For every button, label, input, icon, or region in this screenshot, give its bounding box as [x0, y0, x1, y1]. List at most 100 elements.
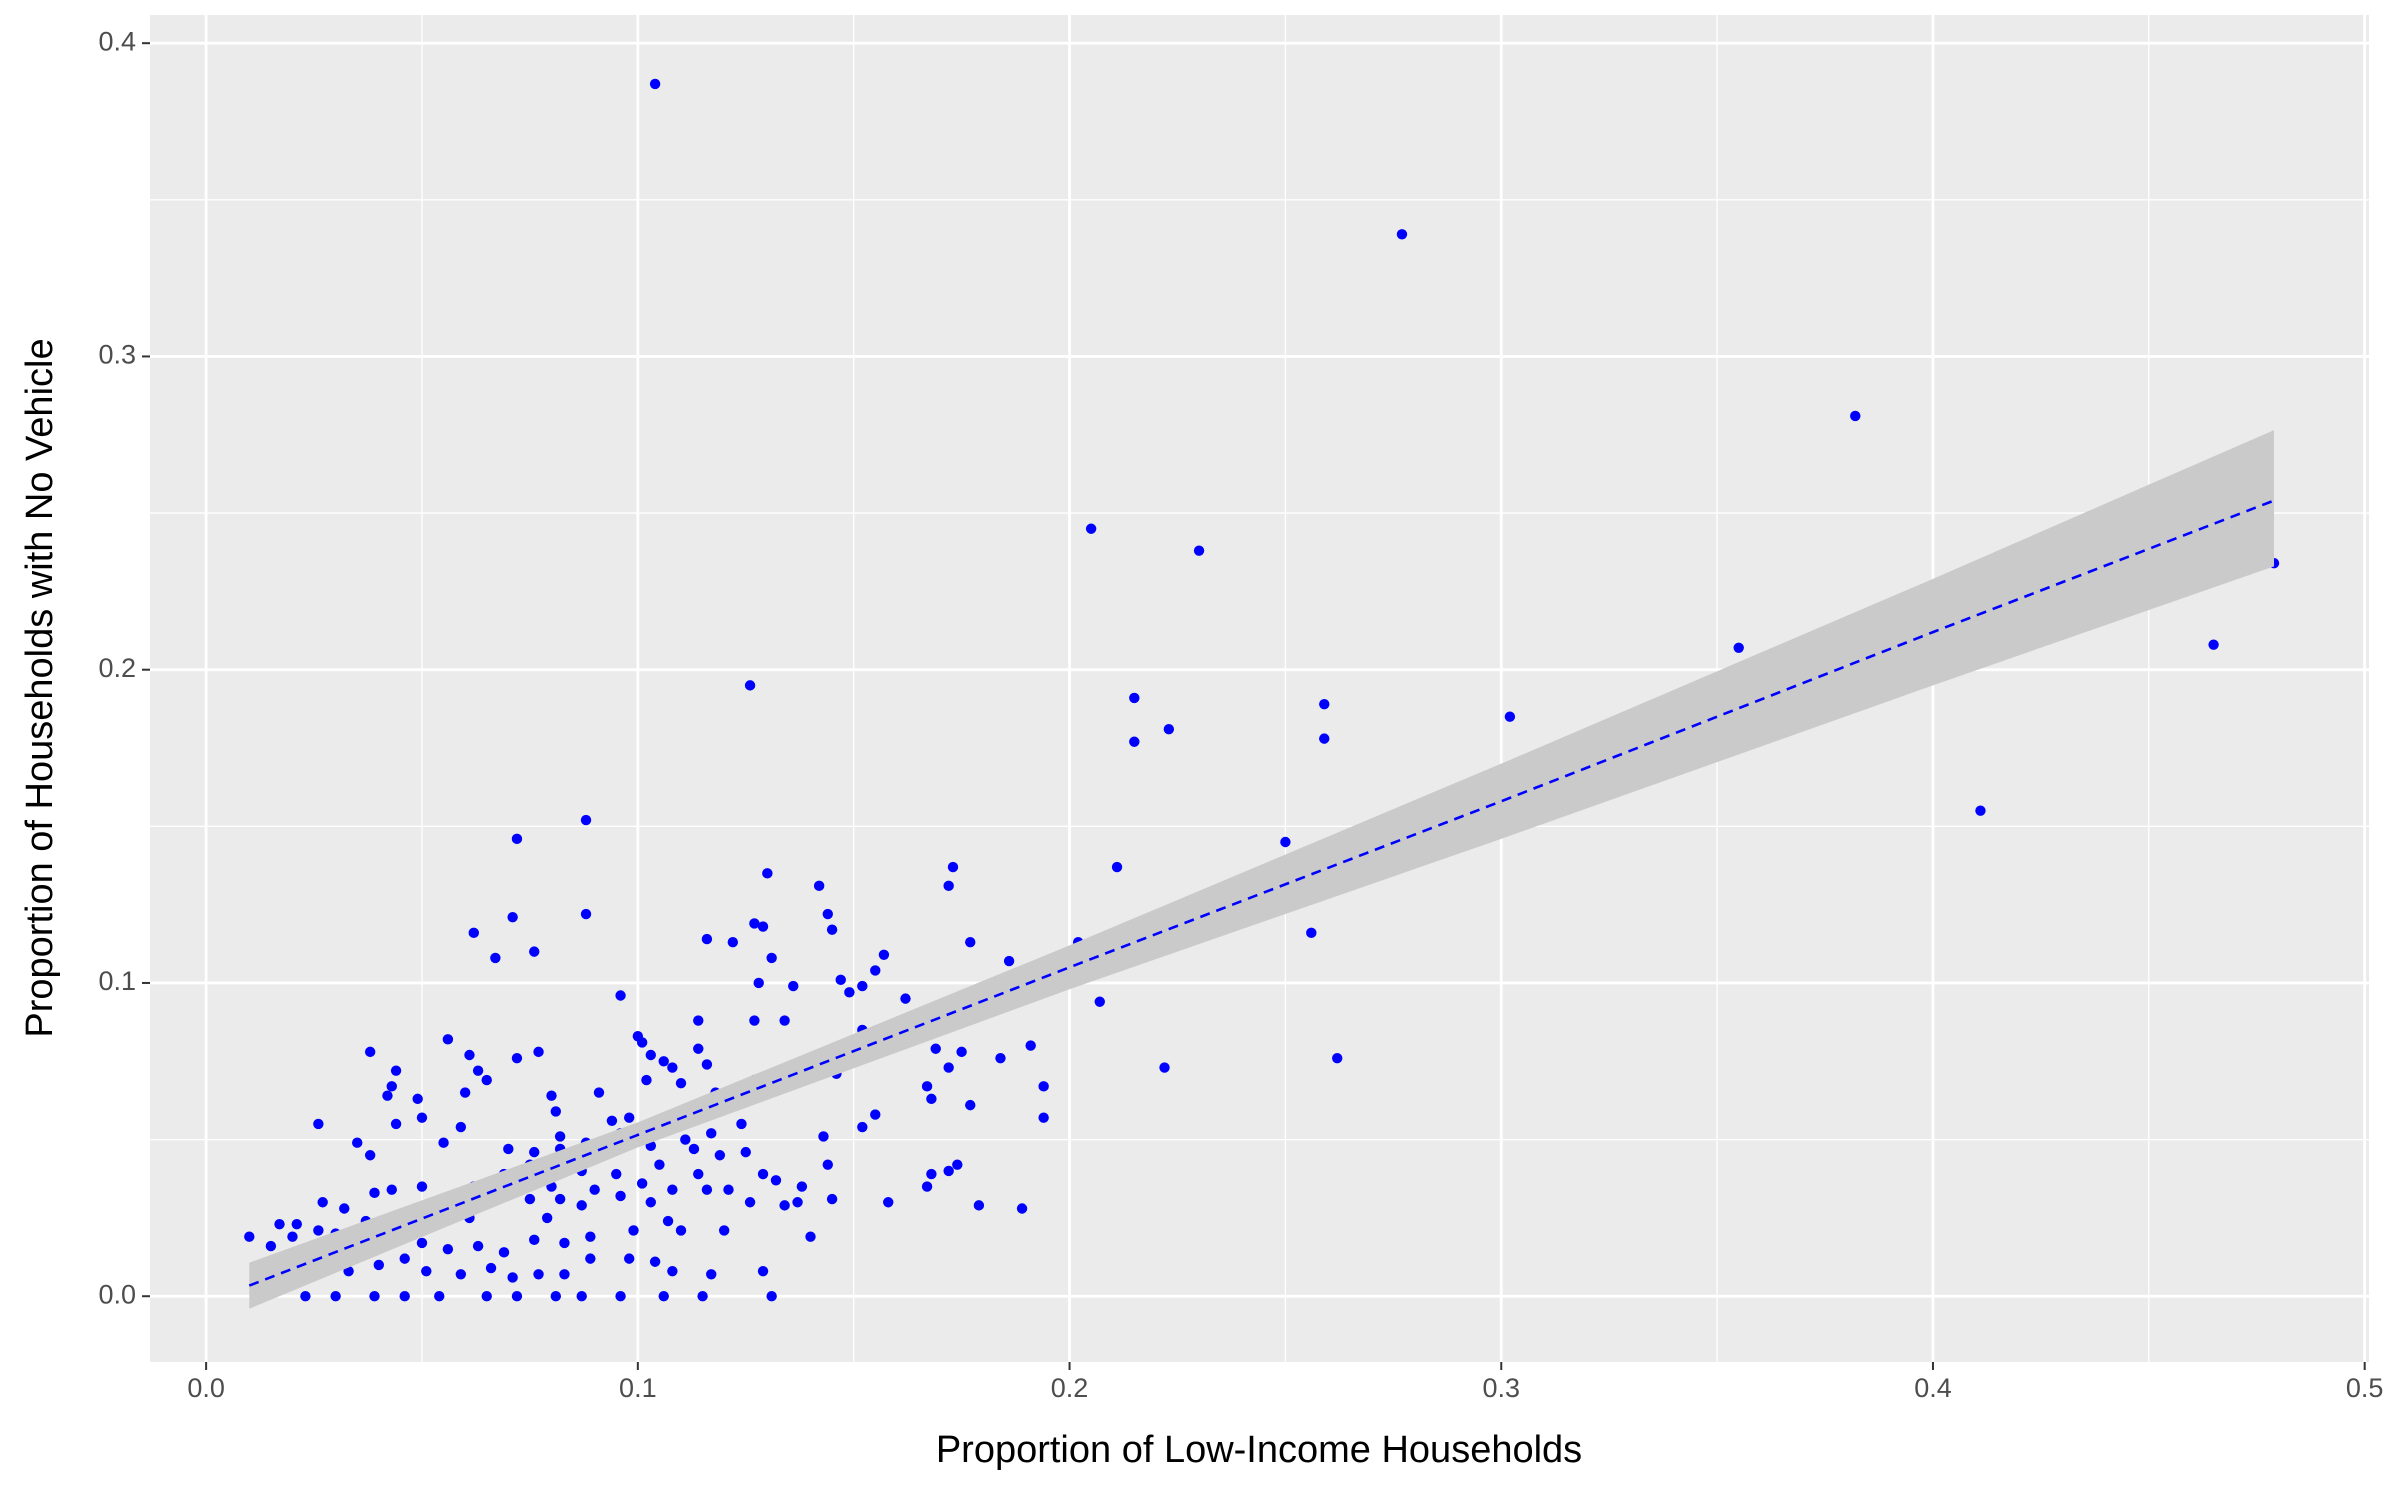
- panel: [150, 15, 2369, 1362]
- scatter-point: [533, 1269, 544, 1280]
- x-tick-label: 0.4: [1914, 1373, 1952, 1403]
- scatter-point: [727, 937, 739, 948]
- x-tick-label: 0.3: [1482, 1373, 1520, 1403]
- scatter-point: [490, 952, 501, 964]
- scatter-point: [412, 1093, 423, 1105]
- scatter-point: [524, 1193, 536, 1205]
- scatter-point: [926, 1168, 937, 1180]
- scatter-point: [947, 861, 959, 873]
- scatter-point: [636, 1178, 648, 1189]
- scatter-point: [649, 78, 661, 90]
- scatter-point: [688, 1143, 700, 1155]
- scatter-point: [559, 1269, 570, 1280]
- scatter-point: [1850, 410, 1861, 422]
- scatter-point: [749, 918, 760, 929]
- scatter-point: [813, 880, 825, 892]
- scatter-point: [641, 1074, 652, 1086]
- scatter-point: [706, 1128, 717, 1139]
- scatter-point: [693, 1168, 704, 1180]
- scatter-point: [930, 1043, 941, 1054]
- scatter-point: [628, 1225, 639, 1236]
- scatter-point: [921, 1181, 933, 1192]
- scatter-point: [1016, 1203, 1028, 1214]
- scatter-point: [645, 1197, 656, 1208]
- scatter-point: [507, 1272, 518, 1283]
- scatter-point: [1332, 1052, 1343, 1064]
- scatter-point: [550, 1291, 562, 1302]
- scatter-point: [792, 1197, 803, 1208]
- scatter-point: [503, 1143, 514, 1155]
- scatter-point: [805, 1231, 816, 1242]
- scatter-point: [973, 1200, 985, 1211]
- scatter-point: [606, 1115, 618, 1126]
- scatter-point: [330, 1291, 341, 1302]
- scatter-point: [788, 980, 799, 992]
- scatter-point: [1094, 996, 1105, 1007]
- scatter-point: [658, 1291, 669, 1302]
- scatter-point: [1085, 523, 1097, 534]
- scatter-point: [667, 1265, 678, 1277]
- scatter-point: [779, 1200, 790, 1211]
- scatter-point: [576, 1291, 587, 1302]
- scatter-point: [580, 908, 592, 920]
- scatter-point: [766, 952, 777, 964]
- scatter-point: [382, 1090, 393, 1101]
- scatter-point: [1163, 724, 1175, 735]
- scatter-point: [675, 1078, 687, 1089]
- scatter-point: [878, 949, 890, 960]
- scatter-point: [438, 1137, 449, 1148]
- scatter-point: [857, 980, 868, 992]
- scatter-point: [822, 1159, 833, 1170]
- scatter-point: [736, 1118, 747, 1130]
- x-axis-title: Proportion of Low-Income Households: [936, 1429, 1582, 1471]
- scatter-point: [675, 1225, 687, 1236]
- scatter-point: [822, 908, 833, 920]
- scatter-point: [624, 1112, 635, 1123]
- fit-line: [248, 499, 2275, 1287]
- scatter-point: [1159, 1062, 1170, 1073]
- scatter-point: [1319, 698, 1330, 710]
- scatter-point: [857, 1121, 868, 1133]
- scatter-point: [485, 1262, 497, 1274]
- scatter-point: [645, 1049, 656, 1061]
- scatter-point: [546, 1090, 557, 1101]
- scatter-point: [926, 1093, 937, 1105]
- y-tick-label: 0.3: [98, 340, 136, 370]
- scatter-point: [943, 880, 954, 892]
- scatter-point: [593, 1087, 605, 1098]
- scatter-point: [533, 1046, 544, 1058]
- scatter-point: [390, 1065, 402, 1076]
- scatter-point: [740, 1146, 751, 1158]
- scatter-point: [615, 1291, 626, 1302]
- scatter-point: [468, 927, 479, 939]
- scatter-point: [693, 1043, 704, 1054]
- scatter-point: [757, 1168, 769, 1180]
- y-axis-title: Proportion of Households with No Vehicle: [19, 338, 61, 1037]
- scatter-point: [399, 1253, 410, 1264]
- scatter-point: [1111, 861, 1123, 873]
- scatter-point: [1025, 1040, 1036, 1051]
- scatter-point: [701, 933, 713, 945]
- scatter-point: [554, 1193, 566, 1205]
- scatter-point: [434, 1291, 445, 1302]
- scatter-point: [952, 1159, 963, 1170]
- scatter-point: [654, 1159, 665, 1170]
- scatter-point: [1975, 805, 1986, 816]
- scatter-point: [459, 1087, 471, 1098]
- scatter-point: [714, 1150, 726, 1161]
- scatter-point: [667, 1062, 678, 1073]
- x-tick-label: 0.5: [2346, 1373, 2384, 1403]
- y-tick-label: 0.4: [98, 26, 136, 56]
- scatter-point: [442, 1244, 454, 1255]
- scatter-point: [615, 990, 626, 1001]
- scatter-point: [1733, 642, 1744, 653]
- scatter-point: [291, 1218, 302, 1230]
- scatter-point: [287, 1231, 298, 1242]
- scatter-point: [965, 1099, 976, 1111]
- scatter-point: [416, 1237, 428, 1249]
- scatter-point: [472, 1240, 484, 1252]
- scatter-point: [1129, 692, 1140, 704]
- scatter-point: [529, 1234, 540, 1246]
- scatter-point: [2208, 639, 2219, 650]
